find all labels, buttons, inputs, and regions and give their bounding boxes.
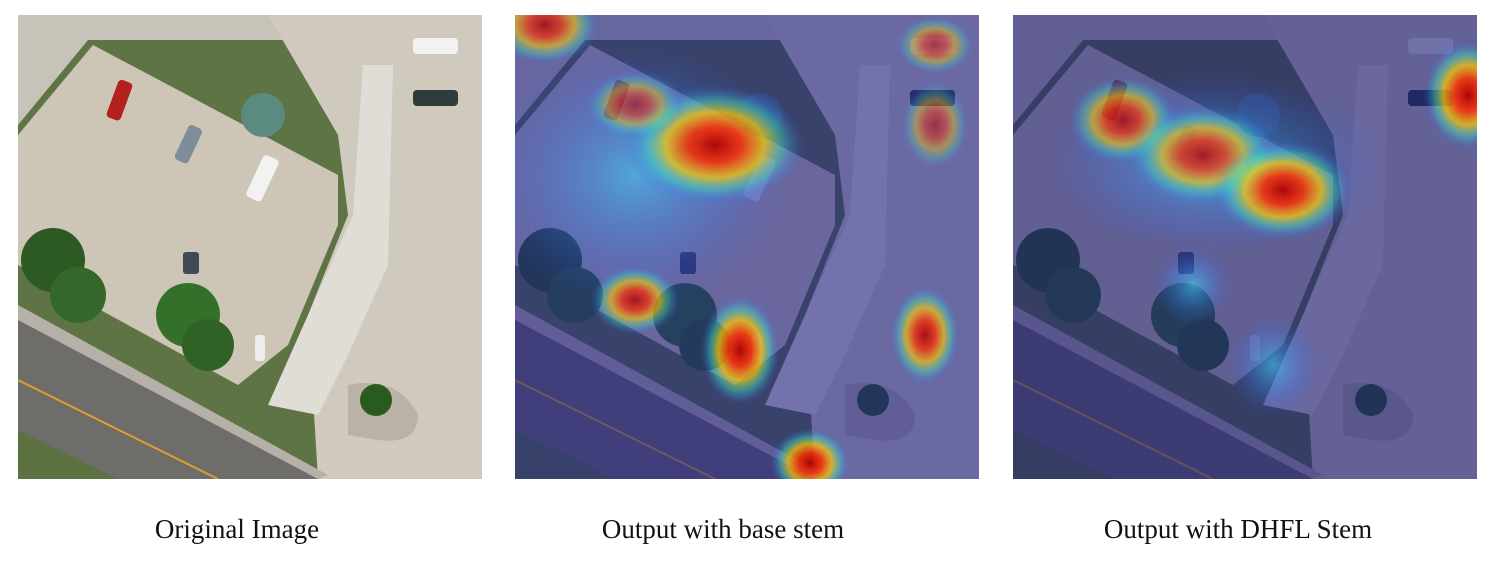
caption: Output with base stem bbox=[602, 514, 844, 544]
panel-dhfl-stem bbox=[1013, 15, 1495, 479]
panel-original bbox=[18, 15, 482, 479]
caption: Output with DHFL Stem bbox=[1104, 514, 1372, 544]
caption: Original Image bbox=[155, 514, 319, 544]
heatmap bbox=[515, 15, 979, 479]
panel-base-stem bbox=[485, 0, 979, 498]
heatmap bbox=[1013, 15, 1477, 479]
aerial-image bbox=[18, 15, 482, 479]
